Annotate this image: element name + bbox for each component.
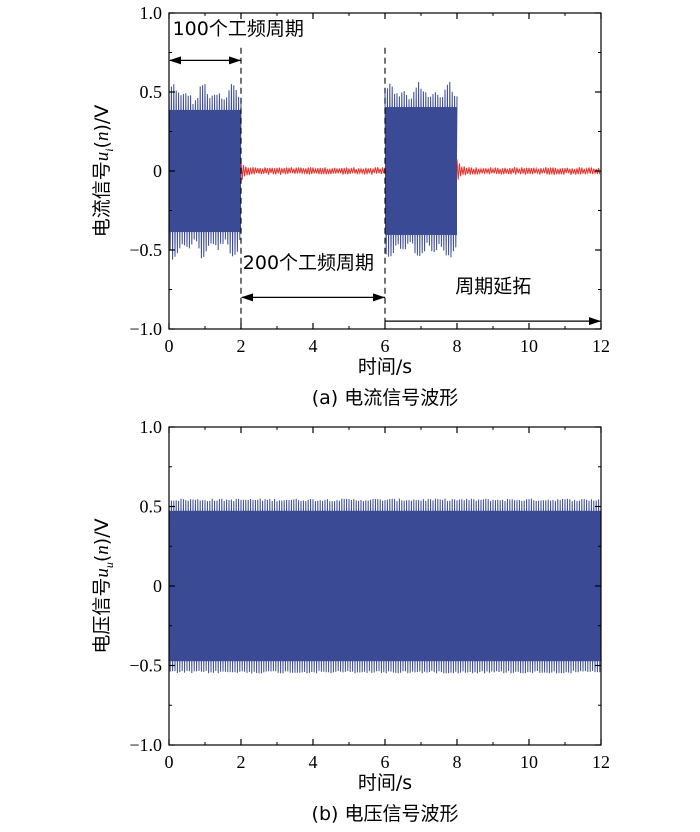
panel-b-voltage-waveform: 0 2 4 6 8 10 12 1.0 0.5 0 −0.5 −1.0 时间/s 电压信号uu(n)… bbox=[91, 417, 610, 825]
y-tick-label: −0.5 bbox=[129, 240, 162, 260]
arrowhead-left bbox=[169, 56, 181, 65]
y-tick-labels-a: 1.0 0.5 0 −0.5 −1.0 bbox=[129, 3, 162, 339]
y-tick-label: 0.5 bbox=[140, 82, 163, 102]
x-tick-label: 12 bbox=[592, 752, 610, 772]
x-tick-label: 2 bbox=[237, 336, 246, 356]
voltage-signal-trace bbox=[168, 498, 601, 674]
x-tick-label: 4 bbox=[309, 336, 318, 356]
y-tick-label: −0.5 bbox=[129, 656, 162, 676]
x-tick-labels-a: 0 2 4 6 8 10 12 bbox=[165, 336, 611, 356]
annotation-label: 100个工频周期 bbox=[173, 18, 304, 40]
x-tick-label: 0 bbox=[165, 336, 174, 356]
x-tick-label: 2 bbox=[237, 752, 246, 772]
y-tick-labels-b: 1.0 0.5 0 −0.5 −1.0 bbox=[129, 417, 162, 755]
arrowhead-left bbox=[241, 293, 253, 302]
x-tick-label: 12 bbox=[592, 336, 610, 356]
arrowhead-right bbox=[229, 56, 241, 65]
annotation-arrows bbox=[169, 47, 601, 329]
x-tick-label: 10 bbox=[520, 336, 538, 356]
y-tick-label: 0.5 bbox=[140, 497, 163, 517]
y-axis-title-a: 电流信号ui(n)/V bbox=[91, 105, 116, 238]
x-tick-label: 8 bbox=[453, 752, 462, 772]
x-tick-label: 8 bbox=[453, 336, 462, 356]
current-signal-traces bbox=[168, 81, 601, 260]
y-tick-label: 1.0 bbox=[140, 417, 163, 437]
x-tick-label: 4 bbox=[309, 752, 318, 772]
arrowhead-right bbox=[373, 293, 385, 302]
y-tick-label: 0 bbox=[153, 161, 162, 181]
loaded-waveform-segment bbox=[168, 84, 242, 260]
idle-waveform-segment bbox=[240, 160, 386, 180]
axis-ticks-b bbox=[168, 426, 602, 746]
x-tick-label: 6 bbox=[381, 752, 390, 772]
x-tick-label: 10 bbox=[520, 752, 538, 772]
y-tick-label: 0 bbox=[153, 576, 162, 596]
y-tick-label: −1.0 bbox=[129, 319, 162, 339]
panel-a-current-waveform: 0 2 4 6 8 10 12 1.0 0.5 0 −0.5 −1.0 时间/s 电流信号ui(n)… bbox=[91, 3, 610, 409]
x-tick-labels-b: 0 2 4 6 8 10 12 bbox=[165, 752, 611, 772]
x-tick-label: 0 bbox=[165, 752, 174, 772]
caption-a: (a) 电流信号波形 bbox=[312, 387, 459, 409]
x-tick-label: 6 bbox=[381, 336, 390, 356]
x-axis-title-b: 时间/s bbox=[358, 772, 412, 794]
signal-waveform-segment bbox=[168, 498, 601, 674]
annotation-label: 周期延拓 bbox=[455, 276, 531, 298]
axis-ticks-a bbox=[168, 12, 602, 330]
y-tick-label: 1.0 bbox=[140, 3, 163, 23]
y-tick-label: −1.0 bbox=[129, 735, 162, 755]
y-axis-title-b: 电压信号uu(n)/V bbox=[91, 518, 116, 653]
caption-b: (b) 电压信号波形 bbox=[312, 803, 459, 825]
loaded-waveform-segment bbox=[384, 81, 458, 258]
idle-waveform-segment bbox=[456, 159, 601, 180]
arrowhead-right bbox=[589, 317, 601, 326]
x-axis-title-a: 时间/s bbox=[358, 356, 412, 378]
annotation-label: 200个工频周期 bbox=[243, 252, 374, 274]
